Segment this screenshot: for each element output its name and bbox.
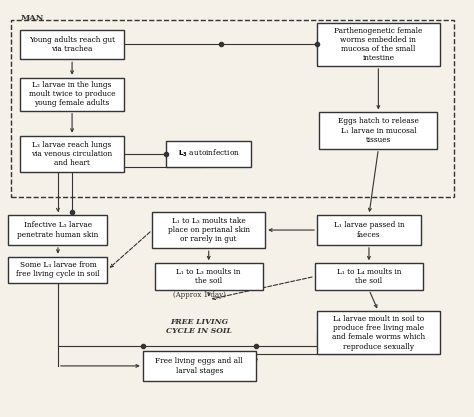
Text: FREE LIVING
CYCLE IN SOIL: FREE LIVING CYCLE IN SOIL <box>166 317 232 335</box>
Text: L₁ to L₃ moults in
the soil: L₁ to L₃ moults in the soil <box>176 268 241 285</box>
FancyBboxPatch shape <box>317 311 439 354</box>
FancyBboxPatch shape <box>315 263 423 290</box>
Text: Some L₃ larvae from
free living cycle in soil: Some L₃ larvae from free living cycle in… <box>16 261 100 279</box>
FancyBboxPatch shape <box>155 263 263 290</box>
Text: Parthenogenetic female
worms embedded in
mucosa of the small
intestine: Parthenogenetic female worms embedded in… <box>334 27 422 62</box>
FancyBboxPatch shape <box>9 215 108 245</box>
Text: Free living eggs and all
larval stages: Free living eggs and all larval stages <box>155 357 243 374</box>
FancyBboxPatch shape <box>319 113 438 149</box>
Text: L₃ larvae reach lungs
via venous circulation
and heart: L₃ larvae reach lungs via venous circula… <box>31 141 113 167</box>
FancyBboxPatch shape <box>152 212 265 248</box>
FancyBboxPatch shape <box>9 256 108 283</box>
Text: L₁ to L₃ moults take
place on perianal skin
or rarely in gut: L₁ to L₃ moults take place on perianal s… <box>168 217 250 243</box>
Text: L₁ larvae passed in
faeces: L₁ larvae passed in faeces <box>334 221 404 239</box>
Text: Infective L₃ larvae
penetrate human skin: Infective L₃ larvae penetrate human skin <box>18 221 99 239</box>
Text: L₁ to L₄ moults in
the soil: L₁ to L₄ moults in the soil <box>337 268 401 285</box>
FancyBboxPatch shape <box>20 78 124 111</box>
FancyBboxPatch shape <box>166 141 251 167</box>
FancyBboxPatch shape <box>317 215 421 245</box>
Text: $\mathbf{L_3}$ autoinfection: $\mathbf{L_3}$ autoinfection <box>178 148 240 159</box>
FancyBboxPatch shape <box>20 136 124 172</box>
FancyBboxPatch shape <box>317 23 439 66</box>
Text: Eggs hatch to release
L₁ larvae in mucosal
tissues: Eggs hatch to release L₁ larvae in mucos… <box>338 118 419 144</box>
Text: L₂ larvae in the lungs
moult twice to produce
young female adults: L₂ larvae in the lungs moult twice to pr… <box>29 81 115 107</box>
FancyBboxPatch shape <box>143 351 256 381</box>
Text: (Approx 1 day): (Approx 1 day) <box>173 291 226 299</box>
Text: MAN: MAN <box>20 14 44 22</box>
Text: Young adults reach gut
via trachea: Young adults reach gut via trachea <box>29 36 115 53</box>
FancyBboxPatch shape <box>20 30 124 59</box>
Text: L₄ larvae moult in soil to
produce free living male
and female worms which
repro: L₄ larvae moult in soil to produce free … <box>332 315 425 351</box>
